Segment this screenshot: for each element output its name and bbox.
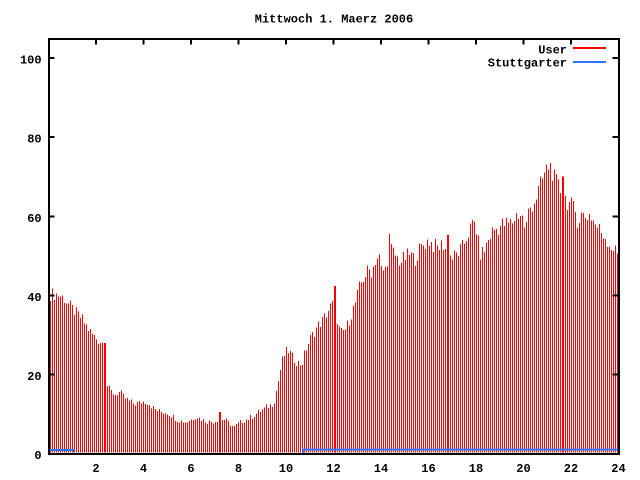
svg-text:100: 100 — [20, 54, 42, 68]
svg-text:12: 12 — [326, 462, 340, 476]
svg-text:Stuttgarter: Stuttgarter — [488, 56, 567, 70]
svg-text:22: 22 — [564, 462, 578, 476]
svg-text:8: 8 — [235, 462, 242, 476]
svg-text:10: 10 — [279, 462, 293, 476]
svg-text:60: 60 — [27, 212, 41, 226]
svg-text:4: 4 — [140, 462, 147, 476]
svg-text:16: 16 — [421, 462, 435, 476]
svg-text:0: 0 — [34, 449, 41, 463]
svg-text:18: 18 — [469, 462, 483, 476]
svg-text:20: 20 — [27, 370, 41, 384]
svg-text:80: 80 — [27, 133, 41, 147]
svg-text:2: 2 — [92, 462, 99, 476]
svg-text:40: 40 — [27, 291, 41, 305]
svg-text:User: User — [538, 44, 567, 58]
svg-text:20: 20 — [516, 462, 530, 476]
svg-text:6: 6 — [187, 462, 194, 476]
svg-text:Mittwoch 1. Maerz 2006: Mittwoch 1. Maerz 2006 — [255, 13, 413, 27]
svg-text:24: 24 — [611, 462, 625, 476]
svg-text:14: 14 — [374, 462, 388, 476]
